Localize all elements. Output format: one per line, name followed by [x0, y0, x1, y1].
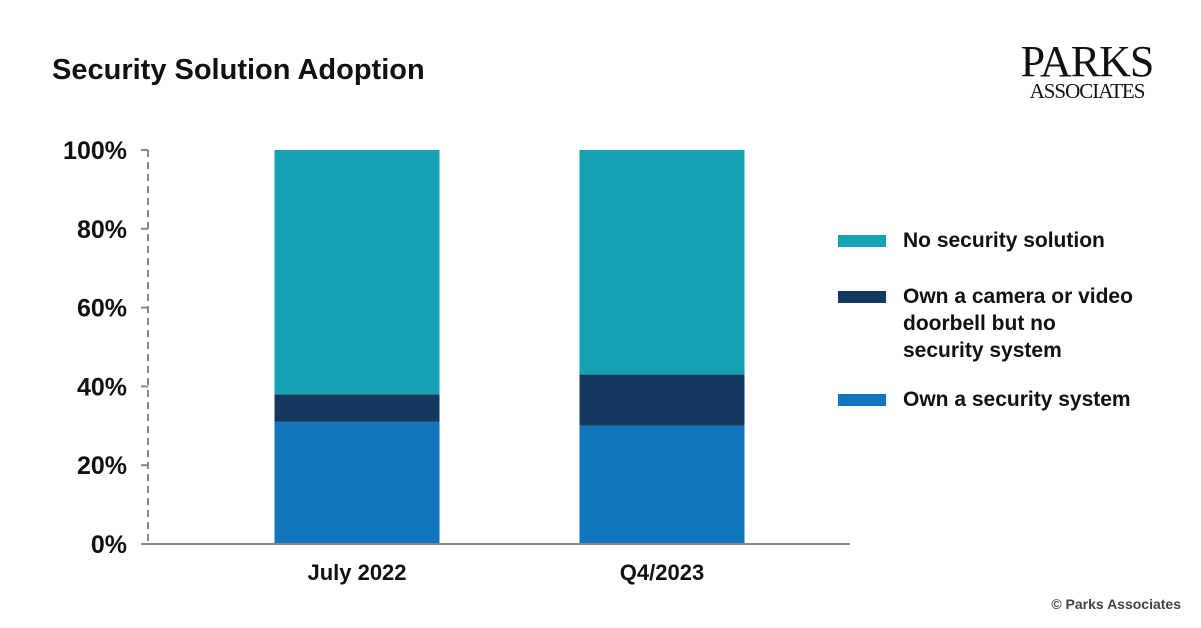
- bar-segment: [274, 421, 440, 544]
- legend-swatch-camera-only: [838, 291, 886, 303]
- bar-segment: [274, 394, 440, 422]
- bar-segment: [274, 150, 440, 395]
- bar-segment: [579, 425, 745, 544]
- y-tick-label: 0%: [91, 531, 127, 559]
- y-tick-label: 80%: [77, 216, 127, 244]
- legend-label-camera-only: Own a camera or video doorbell but no se…: [903, 285, 1133, 362]
- legend-swatch-security-system: [838, 394, 886, 406]
- y-tick-label: 60%: [77, 295, 127, 323]
- x-tick-label: July 2022: [307, 560, 406, 585]
- legend-label-no-security: No security solution: [903, 229, 1105, 252]
- chart-title: Security Solution Adoption: [52, 54, 425, 86]
- y-tick-label: 40%: [77, 373, 127, 401]
- copyright-notice: © Parks Associates: [1051, 596, 1181, 612]
- logo-line-1: PARKS: [1020, 37, 1155, 86]
- legend-swatch-no-security: [838, 235, 886, 247]
- x-tick-label: Q4/2023: [620, 560, 704, 585]
- y-tick-label: 100%: [63, 137, 127, 165]
- logo-line-2: ASSOCIATES: [1029, 79, 1146, 103]
- y-tick-label: 20%: [77, 452, 127, 480]
- bar-segment: [579, 374, 745, 426]
- parks-associates-logo: PARKS ASSOCIATES: [1016, 40, 1158, 104]
- legend-label-security-system: Own a security system: [903, 388, 1131, 411]
- bar-segment: [579, 150, 745, 375]
